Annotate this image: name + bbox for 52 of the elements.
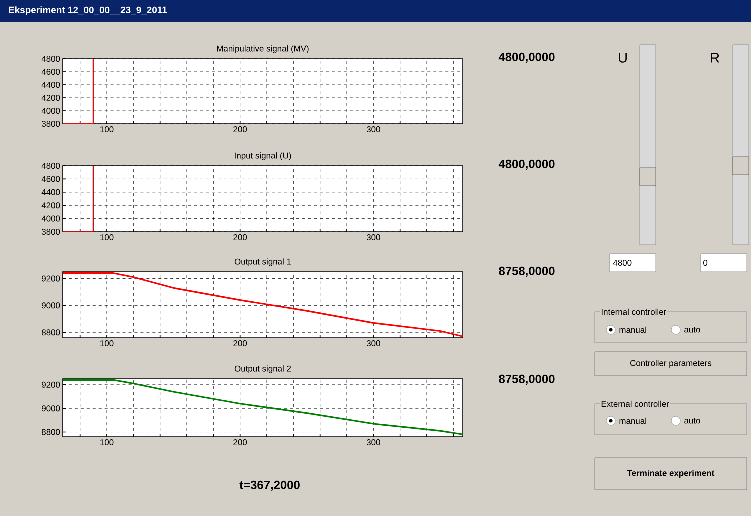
text: manual xyxy=(620,418,646,424)
y-tick-label: 4600 xyxy=(42,69,60,75)
text: Eksperiment 12_00_00__23_9_2011 xyxy=(9,6,168,16)
text: 4800,0000 xyxy=(498,52,555,64)
text: auto xyxy=(684,418,700,424)
x-tick-label: 300 xyxy=(366,234,380,241)
y-tick-label: 4400 xyxy=(42,82,60,88)
chart-title: Manipulative signal (MV) xyxy=(217,46,309,54)
x-tick-label: 100 xyxy=(100,440,114,446)
text: auto xyxy=(684,327,700,333)
y-tick-label: 4200 xyxy=(42,202,60,209)
x-tick-label: 300 xyxy=(366,126,380,133)
text: 4800,0000 xyxy=(498,160,555,170)
text: Terminate experiment xyxy=(627,470,715,478)
y-tick-label: 4800 xyxy=(42,56,60,62)
y-tick-label: 4800 xyxy=(42,163,60,169)
y-tick-label: 9000 xyxy=(42,406,60,412)
y-tick-label: 4600 xyxy=(42,176,60,182)
y-tick-label: 4400 xyxy=(42,189,60,196)
text: Internal controller xyxy=(602,308,666,316)
text: R xyxy=(711,53,720,63)
x-tick-label: 200 xyxy=(234,340,248,347)
y-tick-label: 3800 xyxy=(42,121,60,127)
y-tick-label: 4000 xyxy=(42,216,60,222)
text: 0 xyxy=(704,260,708,266)
y-tick-label: 8800 xyxy=(42,330,60,336)
x-tick-label: 200 xyxy=(234,440,248,446)
text: t=367,2000 xyxy=(240,480,300,492)
y-tick-label: 9200 xyxy=(42,276,60,282)
text: External controller xyxy=(602,400,670,408)
chart-title: Output signal 2 xyxy=(234,366,292,374)
y-tick-label: 8800 xyxy=(42,429,60,436)
text: U xyxy=(619,53,627,63)
chart-title: Output signal 1 xyxy=(234,258,292,266)
y-tick-label: 9200 xyxy=(42,382,60,388)
text: 8758,0000 xyxy=(499,374,555,386)
text: 4800 xyxy=(613,260,632,266)
text: 8758,0000 xyxy=(499,266,555,278)
x-tick-label: 300 xyxy=(366,340,380,347)
y-tick-label: 4200 xyxy=(42,95,60,101)
x-tick-label: 200 xyxy=(234,126,248,133)
y-tick-label: 3800 xyxy=(42,229,60,235)
y-tick-label: 9000 xyxy=(42,302,60,309)
x-tick-label: 300 xyxy=(366,440,380,446)
x-tick-label: 100 xyxy=(100,234,114,241)
x-tick-label: 100 xyxy=(100,340,114,347)
x-tick-label: 100 xyxy=(100,126,114,133)
chart-title: Input signal (U) xyxy=(235,152,292,160)
text: Controller parameters xyxy=(630,360,712,368)
x-tick-label: 200 xyxy=(234,234,248,241)
y-tick-label: 4000 xyxy=(42,108,60,114)
text: manual xyxy=(620,326,646,334)
